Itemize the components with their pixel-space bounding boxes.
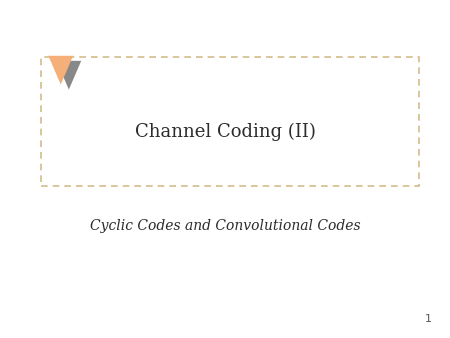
Text: Cyclic Codes and Convolutional Codes: Cyclic Codes and Convolutional Codes [90, 219, 360, 234]
Text: Channel Coding (II): Channel Coding (II) [135, 123, 315, 141]
Polygon shape [57, 61, 81, 90]
Polygon shape [49, 56, 73, 84]
Bar [40, 57, 419, 186]
Text: 1: 1 [425, 314, 432, 324]
